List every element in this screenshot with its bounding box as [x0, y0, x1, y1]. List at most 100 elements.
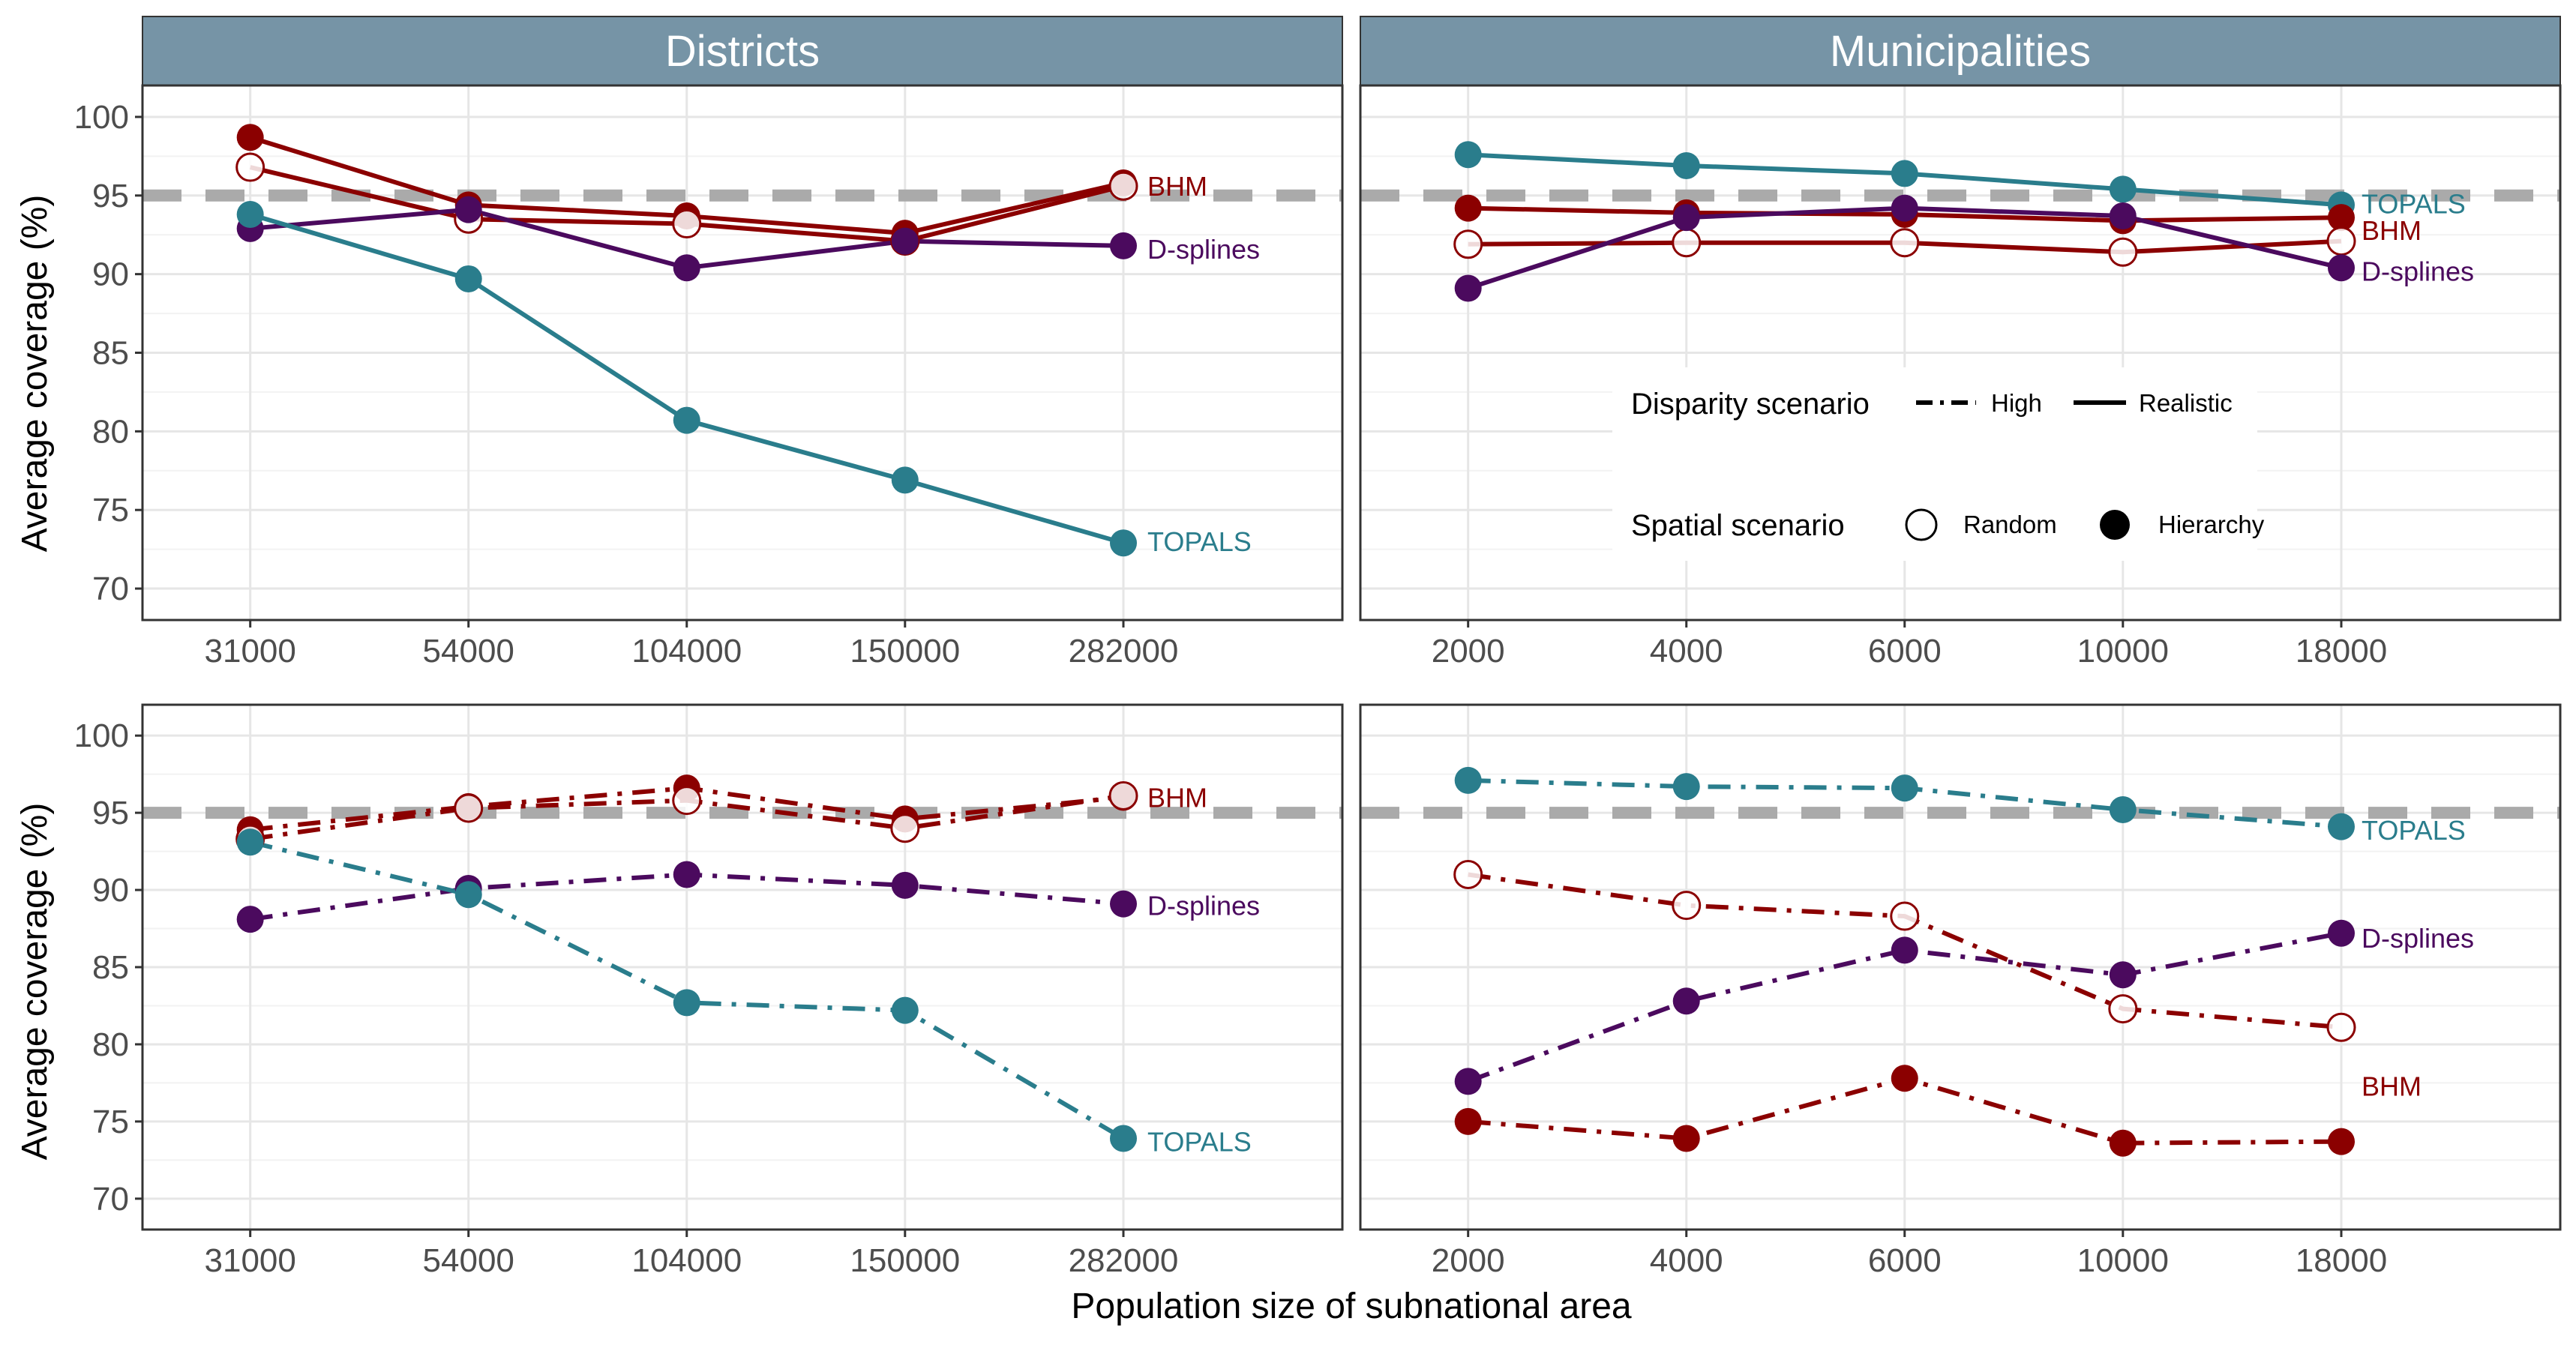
- legend-hierarchy-swatch: [2100, 510, 2130, 540]
- facet-strip-districts: Districts: [142, 16, 1343, 86]
- series-label-bhm: BHM: [1147, 783, 1207, 813]
- data-point-topals-hierarchy: [1891, 160, 1918, 187]
- data-point-d-splines-hierarchy: [1110, 232, 1137, 259]
- data-point-topals-hierarchy: [236, 200, 264, 228]
- data-point-bhm-random: [1890, 901, 1920, 931]
- x-tick-label: 104000: [631, 1242, 742, 1279]
- data-point-topals-hierarchy: [673, 989, 700, 1017]
- data-point-d-splines-hierarchy: [673, 254, 700, 282]
- y-tick-label: 85: [92, 949, 129, 986]
- data-point-bhm-hierarchy: [1454, 194, 1482, 222]
- data-point-d-splines-hierarchy: [2109, 202, 2137, 230]
- data-point-bhm-random: [1672, 891, 1702, 921]
- data-point-topals-hierarchy: [891, 466, 919, 494]
- legend-disparity-title: Disparity scenario: [1631, 388, 1870, 421]
- data-point-bhm-random: [1453, 859, 1483, 889]
- data-point-bhm-random: [454, 793, 484, 823]
- x-tick-label: 31000: [205, 1242, 296, 1279]
- data-point-d-splines-hierarchy: [891, 871, 919, 899]
- x-tick-label: 18000: [2296, 633, 2387, 670]
- data-point-topals-hierarchy: [236, 828, 264, 856]
- data-point-bhm-hierarchy: [236, 124, 264, 151]
- data-point-d-splines-hierarchy: [2109, 961, 2137, 989]
- y-tick-label: 100: [74, 99, 129, 136]
- x-tick-label: 31000: [205, 633, 296, 670]
- y-tick-label: 90: [92, 256, 129, 293]
- data-point-bhm-random: [2108, 994, 2138, 1024]
- data-point-d-splines-hierarchy: [1672, 204, 1700, 232]
- x-tick-label: 54000: [423, 1242, 514, 1279]
- panel-4: TOPALS D-splines BHM 2000 4000 6000 10000 18000: [1359, 703, 2562, 1279]
- data-point-bhm-random: [2108, 237, 2138, 267]
- data-point-d-splines-hierarchy: [1454, 274, 1482, 302]
- panels: BHM D-splines TOPALS 31000 54000 104000 150000…: [74, 84, 2562, 1279]
- panel-1: BHM D-splines TOPALS 31000 54000 104000 150000…: [74, 84, 1344, 670]
- x-tick-label: 2000: [1432, 633, 1505, 670]
- legend-random-label: Random: [1963, 511, 2057, 538]
- data-point-topals-hierarchy: [1672, 773, 1700, 801]
- series-line-d-splines-hierarchy: [1467, 930, 2342, 1084]
- data-point-bhm-hierarchy: [1891, 1065, 1918, 1092]
- y-tick-label: 80: [92, 1026, 129, 1063]
- legend: Disparity scenario High Realistic Spatia…: [1612, 367, 2265, 561]
- series-label-d-splines: D-splines: [1147, 234, 1260, 265]
- data-point-bhm-random: [2326, 226, 2356, 256]
- x-tick-label: 54000: [423, 633, 514, 670]
- x-tick-label: 18000: [2296, 1242, 2387, 1279]
- y-axis-title-top: Average coverage (%): [15, 195, 55, 553]
- data-point-topals-hierarchy: [1110, 1125, 1137, 1152]
- data-point-d-splines-hierarchy: [2328, 254, 2355, 282]
- data-point-bhm-random: [1672, 228, 1702, 258]
- data-point-bhm-random: [672, 209, 702, 239]
- y-tick-label: 85: [92, 335, 129, 372]
- data-point-d-splines-hierarchy: [891, 227, 919, 255]
- facet-strip-municipalities: Municipalities: [1360, 16, 2561, 86]
- data-point-bhm-random: [1453, 229, 1483, 259]
- data-point-bhm-hierarchy: [2328, 204, 2355, 232]
- data-point-bhm-random: [235, 152, 265, 182]
- series-label-topals: TOPALS: [1147, 526, 1252, 557]
- y-tick-label: 70: [92, 1181, 129, 1218]
- data-point-bhm-random: [1108, 780, 1138, 810]
- series-label-bhm: BHM: [1147, 171, 1207, 202]
- x-tick-label: 2000: [1432, 1242, 1505, 1279]
- series-label-bhm: BHM: [2362, 215, 2422, 246]
- x-tick-label: 282000: [1069, 1242, 1179, 1279]
- y-tick-label: 95: [92, 178, 129, 214]
- x-tick-label: 150000: [850, 633, 960, 670]
- panel-border: [1359, 84, 2562, 622]
- data-point-topals-hierarchy: [1110, 529, 1137, 557]
- facet-title-districts: Districts: [665, 27, 820, 76]
- data-point-bhm-random: [672, 786, 702, 816]
- data-point-topals-hierarchy: [2109, 796, 2137, 823]
- data-point-d-splines-hierarchy: [1891, 936, 1918, 964]
- facet-title-municipalities: Municipalities: [1830, 27, 2091, 76]
- legend-high-label: High: [1991, 389, 2042, 417]
- data-point-d-splines-hierarchy: [1110, 890, 1137, 918]
- data-point-bhm-hierarchy: [1672, 1125, 1700, 1152]
- series-label-topals: TOPALS: [2362, 188, 2466, 219]
- panel-3: BHM D-splines TOPALS 31000 54000 104000 150000…: [74, 703, 1344, 1279]
- y-tick-label: 100: [74, 717, 129, 754]
- data-point-d-splines-hierarchy: [1454, 1068, 1482, 1095]
- legend-spatial-title: Spatial scenario: [1631, 509, 1845, 542]
- y-tick-label: 95: [92, 795, 129, 831]
- data-point-bhm-random: [890, 813, 920, 843]
- data-point-d-splines-hierarchy: [236, 906, 264, 933]
- y-axis-title-bottom: Average coverage (%): [15, 803, 55, 1161]
- series-label-bhm: BHM: [2362, 1071, 2422, 1102]
- data-point-topals-hierarchy: [1454, 141, 1482, 169]
- data-point-topals-hierarchy: [454, 265, 482, 292]
- series-label-topals: TOPALS: [2362, 815, 2466, 846]
- y-tick-label: 75: [92, 1104, 129, 1140]
- data-point-d-splines-hierarchy: [1891, 194, 1918, 222]
- y-tick-label: 90: [92, 872, 129, 909]
- data-point-d-splines-hierarchy: [673, 861, 700, 888]
- data-point-d-splines-hierarchy: [454, 196, 482, 223]
- x-axis-title: Population size of subnational area: [1071, 1287, 1631, 1326]
- x-tick-label: 6000: [1868, 1242, 1942, 1279]
- data-point-topals-hierarchy: [1454, 766, 1482, 794]
- data-point-topals-hierarchy: [2328, 813, 2355, 840]
- y-tick-label: 75: [92, 492, 129, 529]
